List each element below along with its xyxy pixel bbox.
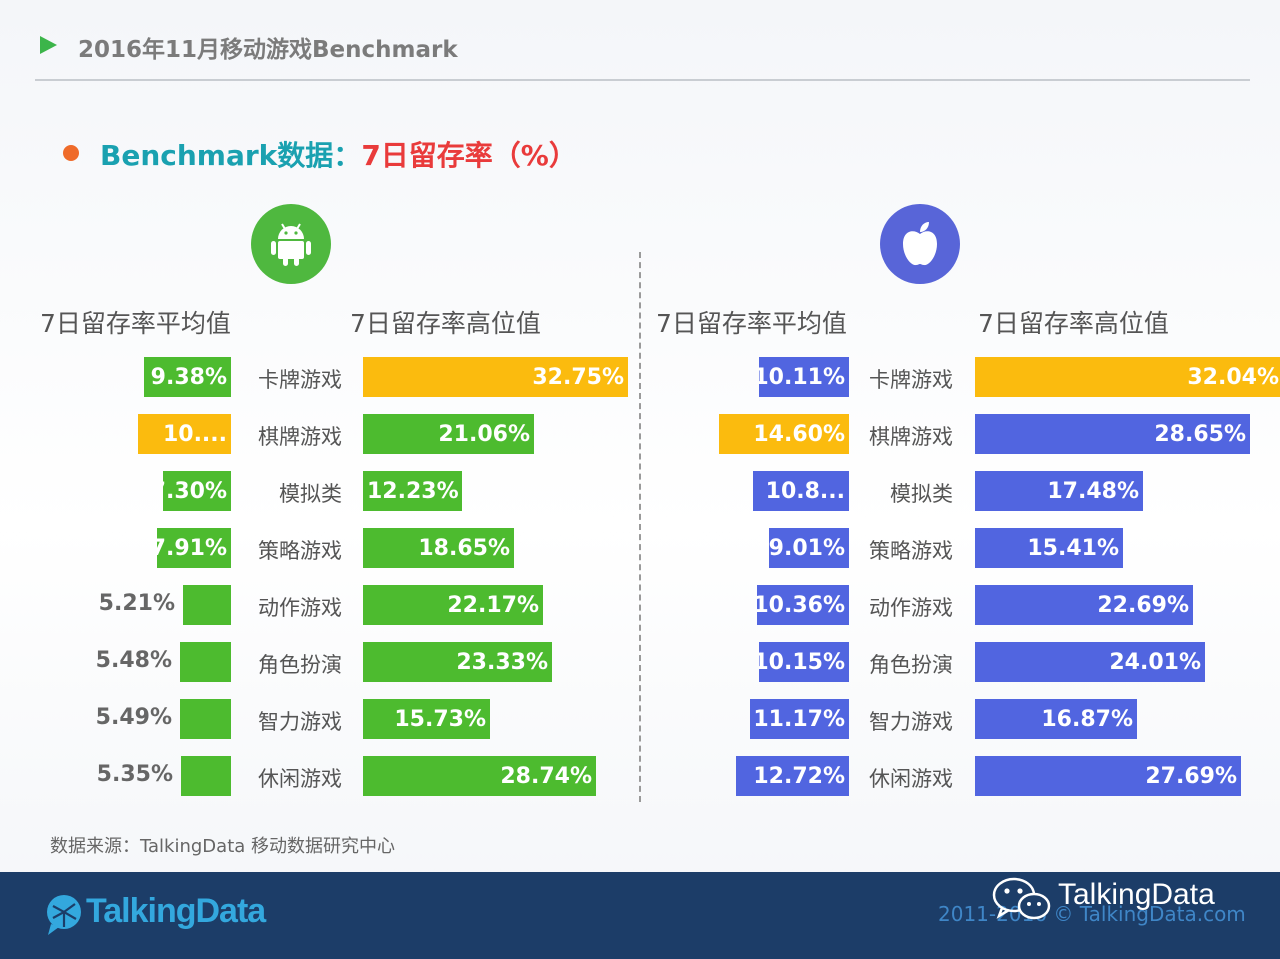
ios-category-label: 模拟类 <box>890 482 953 506</box>
ios-badge <box>880 204 960 284</box>
android-category-label: 策略游戏 <box>258 539 342 563</box>
ios-high-bar: 22.69% <box>975 585 1193 625</box>
ios-high-bar: 32.04% <box>975 357 1280 397</box>
ios-category-label: 卡牌游戏 <box>869 368 953 392</box>
ios-avg-header: 7日留存率平均值 <box>656 309 847 338</box>
android-category-label: 卡牌游戏 <box>258 368 342 392</box>
ios-avg-bar-label: 12.72% <box>736 756 849 796</box>
ios-avg-bar-label: 9.01% <box>769 528 849 568</box>
android-avg-bar-label: 7.30% <box>163 471 231 511</box>
ios-avg-bar-label: 10.11% <box>759 357 849 397</box>
android-high-bar: 28.74% <box>363 756 596 796</box>
android-category-label: 智力游戏 <box>258 710 342 734</box>
android-avg-bar-label: 10.... <box>138 414 231 454</box>
footer-logo-text: TalkingData <box>86 892 266 930</box>
source-note: 数据来源：TalkingData 移动数据研究中心 <box>50 836 396 857</box>
bullet-icon <box>63 145 79 161</box>
android-avg-bar <box>180 699 231 739</box>
page-title: 2016年11月移动游戏Benchmark <box>78 37 458 63</box>
android-category-label: 角色扮演 <box>258 653 342 677</box>
ios-avg-bar-label: 10.8... <box>753 471 849 511</box>
ios-category-label: 智力游戏 <box>869 710 953 734</box>
android-category-label: 模拟类 <box>279 482 342 506</box>
android-avg-value-label: 5.21% <box>98 591 175 616</box>
android-avg-bar-label: 9.38% <box>144 357 231 397</box>
ios-high-bar: 16.87% <box>975 699 1137 739</box>
android-avg-bar <box>183 585 231 625</box>
android-category-label: 休闲游戏 <box>258 767 342 791</box>
android-category-label: 棋牌游戏 <box>258 425 342 449</box>
android-avg-value-label: 5.35% <box>96 762 173 787</box>
panel-divider <box>639 252 641 802</box>
ios-avg-bar-label: 11.17% <box>750 699 849 739</box>
ios-high-bar: 17.48% <box>975 471 1143 511</box>
ios-high-bar: 24.01% <box>975 642 1205 682</box>
android-high-bar: 15.73% <box>363 699 490 739</box>
ios-avg-bar-label: 10.15% <box>759 642 849 682</box>
ios-category-label: 动作游戏 <box>869 596 953 620</box>
ios-category-label: 策略游戏 <box>869 539 953 563</box>
android-avg-value-label: 5.49% <box>95 705 172 730</box>
ios-high-bar: 15.41% <box>975 528 1123 568</box>
chart-subtitle: Benchmark数据：7日留存率（%） <box>100 134 577 174</box>
footer-copyright: 2011-2016 © TalkingData.com <box>938 902 1246 926</box>
android-high-bar: 18.65% <box>363 528 514 568</box>
android-avg-bar-label: 7.91% <box>157 528 231 568</box>
android-avg-value-label: 5.48% <box>95 648 172 673</box>
android-high-bar: 21.06% <box>363 414 534 454</box>
ios-high-bar: 27.69% <box>975 756 1241 796</box>
android-icon <box>271 223 311 266</box>
android-high-bar: 32.75% <box>363 357 628 397</box>
android-high-bar: 22.17% <box>363 585 543 625</box>
android-high-bar: 23.33% <box>363 642 552 682</box>
ios-category-label: 棋牌游戏 <box>869 425 953 449</box>
android-category-label: 动作游戏 <box>258 596 342 620</box>
ios-high-header: 7日留存率高位值 <box>978 309 1169 338</box>
talkingdata-logo-icon <box>45 894 83 940</box>
ios-avg-bar-label: 14.60% <box>719 414 849 454</box>
title-divider <box>35 79 1250 81</box>
subtitle-prefix: Benchmark数据： <box>100 139 362 172</box>
ios-category-label: 角色扮演 <box>869 653 953 677</box>
android-avg-bar <box>180 642 231 682</box>
android-high-bar: 12.23% <box>363 471 462 511</box>
ios-category-label: 休闲游戏 <box>869 767 953 791</box>
apple-icon <box>903 222 937 266</box>
android-avg-bar <box>181 756 231 796</box>
android-high-header: 7日留存率高位值 <box>350 309 541 338</box>
android-avg-header: 7日留存率平均值 <box>40 309 231 338</box>
ios-high-bar: 28.65% <box>975 414 1250 454</box>
subtitle-metric: 7日留存率（%） <box>361 139 577 172</box>
footer-bar <box>0 872 1280 959</box>
ios-avg-bar-label: 10.36% <box>757 585 849 625</box>
wechat-icon <box>990 874 1052 928</box>
wechat-account-name: TalkingData <box>1058 878 1215 911</box>
android-badge <box>251 204 331 284</box>
title-arrow-icon <box>40 36 57 54</box>
